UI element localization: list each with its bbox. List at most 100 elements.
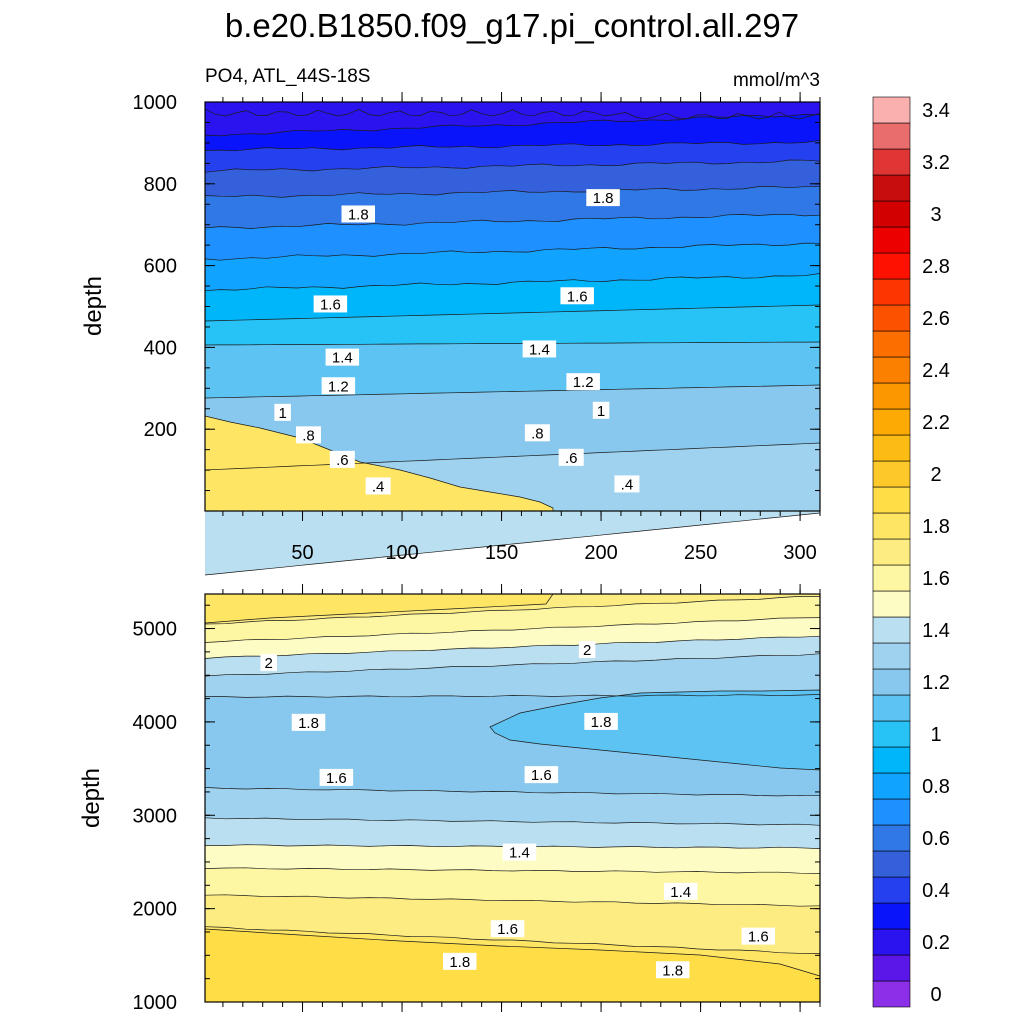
colorbar-label: 3.2 — [922, 152, 950, 174]
top-panel-contour-label: .6 — [336, 452, 349, 469]
top-panel-contour-line — [204, 341, 821, 346]
colorbar-label: 0.8 — [922, 776, 950, 798]
colorbar-swatch — [872, 590, 911, 618]
top-panel-contour-label-box — [341, 205, 376, 223]
top-panel-contour-fill — [205, 102, 820, 575]
colorbar-swatch — [872, 954, 911, 982]
bottom-panel-contour-label-box — [291, 713, 326, 731]
top-panel-y-tick-label: 600 — [144, 256, 177, 278]
top-panel-x-tick-label: 300 — [783, 542, 816, 564]
top-panel-contour-label: 1.4 — [332, 350, 353, 367]
colorbar: 0 0.2 0.4 0.6 0.8 1 1.2 1.4 1.6 1.8 2 2.2 2.4 2.6 2.8 3… — [872, 96, 950, 1008]
colorbar-swatch — [872, 772, 911, 800]
bottom-panel-contour-label: 1.6 — [531, 767, 552, 784]
colorbar-swatch — [872, 902, 911, 930]
colorbar-swatch — [872, 382, 911, 410]
bottom-panel-contour-label-box — [524, 766, 559, 784]
top-panel-contour-line — [204, 108, 821, 120]
top-panel-contour-label-box — [365, 477, 391, 495]
top-panel-contour-label: 1.8 — [593, 190, 614, 207]
bottom-panel-contour-label: 1.6 — [497, 921, 518, 938]
colorbar-swatch — [872, 96, 911, 124]
colorbar-label: 0 — [930, 984, 941, 1006]
bottom-panel-contour-labels: 1.8 1.8 1.6 1.6 1.4 1.4 1.6 1.6 1.8 1.8 2 2 — [260, 641, 776, 979]
top-panel-contour-label-box — [313, 295, 348, 313]
bottom-panel-contour-fill — [205, 594, 820, 1002]
colorbar-label: 2.4 — [922, 360, 950, 382]
bottom-panel-contour-line — [204, 593, 554, 624]
top-panel-contour-lines — [204, 108, 821, 576]
top-panel-contour-label-box — [325, 348, 360, 366]
colorbar-label: 2.8 — [922, 256, 950, 278]
bottom-panel-contour-label: 1.8 — [449, 954, 470, 971]
top-panel-contour-line — [204, 304, 821, 322]
top-panel-contour-label-box — [558, 448, 584, 466]
colorbar-swatch — [872, 252, 911, 280]
bottom-panel-contour-line — [204, 635, 821, 659]
top-panel-contour-label: 1 — [278, 405, 286, 422]
bottom-panel-x-axis — [222, 584, 821, 1012]
bottom-panel-contour-label-box — [578, 641, 596, 659]
colorbar-swatch — [872, 980, 911, 1008]
top-panel-contour-line — [204, 273, 821, 292]
top-panel-x-tick-label: 250 — [684, 542, 717, 564]
top-panel-y-axis: 200 400 600 800 1000 — [133, 92, 820, 512]
colorbar-swatch — [872, 616, 911, 644]
top-panel-x-tick-label: 150 — [485, 542, 518, 564]
colorbar-label: 1 — [930, 724, 941, 746]
colorbar-swatch — [872, 226, 911, 254]
bottom-panel-contour-line — [204, 596, 820, 625]
top-panel-contour-label: 1.8 — [348, 206, 369, 223]
colorbar-swatch — [872, 408, 911, 436]
bottom-panel-contour-label-box — [260, 654, 277, 672]
bottom-panel-contour-label-box — [584, 712, 618, 730]
colorbar-swatch — [872, 850, 911, 878]
colorbar-label: 2.6 — [922, 308, 950, 330]
top-panel-contour-label-box — [524, 424, 550, 442]
colorbar-swatch — [872, 668, 911, 696]
top-panel-contour-line — [204, 512, 821, 576]
colorbar-swatch — [872, 486, 911, 514]
bottom-panel-contour-label: 1.6 — [748, 929, 769, 946]
top-panel-x-tick-label: 200 — [584, 542, 617, 564]
top-panel-y-tick-label: 200 — [144, 419, 177, 441]
bottom-panel-frame — [204, 593, 821, 1003]
bottom-panel-fill-band — [490, 690, 820, 770]
top-panel-contour-label: 1.6 — [320, 296, 341, 313]
bottom-panel-contour-label-box — [655, 961, 690, 979]
bottom-panel-contour-label: 1.4 — [670, 884, 691, 901]
top-panel-contour-label-box — [566, 373, 600, 391]
colorbar-swatch — [872, 356, 911, 384]
colorbar-swatch — [872, 798, 911, 826]
colorbar-label: 3.4 — [922, 100, 950, 122]
top-panel-contour-line — [204, 442, 821, 471]
colorbar-label: 0.4 — [922, 880, 950, 902]
top-panel-contour-line — [204, 213, 821, 229]
top-panel-contour-label-box — [321, 377, 356, 395]
colorbar-swatch — [872, 928, 911, 956]
bottom-panel-contour-label: 1.8 — [662, 962, 683, 979]
colorbar-label: 1.8 — [922, 516, 950, 538]
top-panel-contour-label-box — [614, 475, 640, 493]
left-subtitle: PO4, ATL_44S-18S — [205, 66, 370, 87]
bottom-panel-y-tick-label: 2000 — [133, 899, 178, 921]
bottom-panel-y-tick-label: 1000 — [133, 992, 178, 1014]
bottom-panel-contour-line — [204, 787, 821, 797]
top-panel-x-axis: 50 100 150 200 250 300 — [222, 92, 821, 564]
colorbar-swatch — [872, 200, 911, 228]
colorbar-label: 3 — [930, 204, 941, 226]
colorbar-label: 1.2 — [922, 672, 950, 694]
top-panel-contour-label-box — [522, 340, 557, 358]
colorbar-swatch — [872, 174, 911, 202]
top-panel-contour-label-box — [329, 450, 355, 468]
colorbar-swatch — [872, 564, 911, 592]
top-panel-contour-label-box — [592, 401, 610, 419]
colorbar-label: 2 — [930, 464, 941, 486]
top-panel-y-tick-label: 1000 — [133, 92, 178, 114]
bottom-panel-contour-line — [204, 817, 821, 826]
colorbar-swatch — [872, 746, 911, 774]
top-panel-contour-label-box — [295, 426, 321, 444]
top-panel-contour-line — [204, 186, 820, 198]
bottom-panel-y-axis: 1000 2000 3000 4000 5000 — [133, 604, 820, 1014]
top-panel-contour-label: .8 — [302, 427, 315, 444]
